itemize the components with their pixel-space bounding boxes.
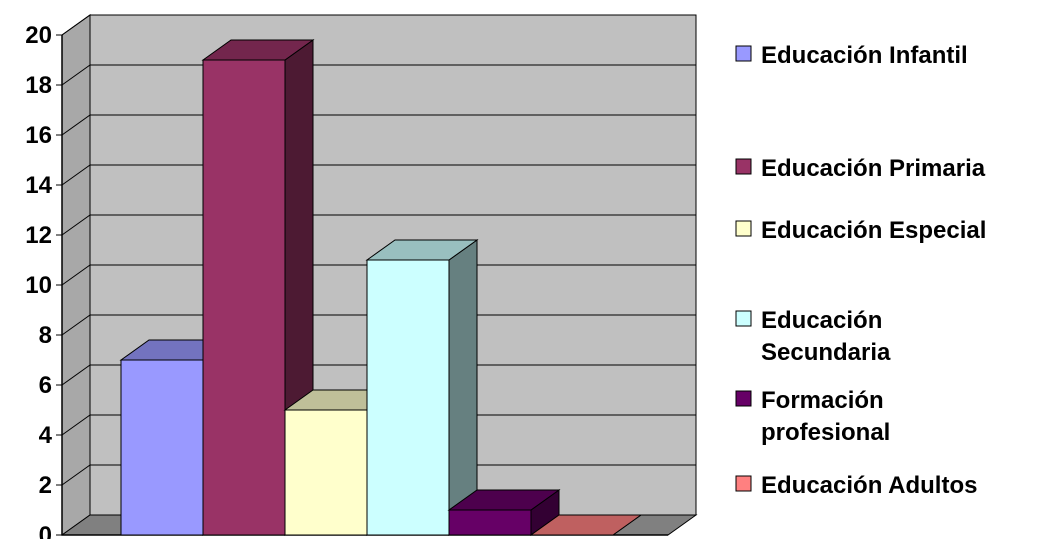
y-tick-label: 6: [39, 372, 52, 399]
y-tick-label: 20: [25, 22, 52, 49]
bar-top: [529, 514, 643, 536]
gridline-side: [61, 214, 91, 236]
bar-top: [201, 39, 315, 61]
legend-swatch: [735, 45, 752, 62]
legend-label: Educación Primaria: [761, 155, 986, 182]
y-tick-label: 8: [39, 322, 52, 349]
gridline-side: [61, 414, 91, 436]
bar-front: [366, 259, 450, 536]
y-tick-label: 14: [25, 172, 52, 199]
legend-label: Formación profesional: [761, 387, 890, 446]
bar: [365, 239, 479, 536]
legend-swatch: [735, 158, 752, 175]
y-tick-label: 2: [39, 472, 52, 499]
gridline-side: [61, 364, 91, 386]
bars: [119, 39, 643, 536]
bar-front: [448, 509, 532, 536]
gridline-side: [61, 314, 91, 336]
legend-label: Educación Especial: [761, 217, 986, 244]
y-tick-label: 18: [25, 72, 52, 99]
bar-side: [448, 239, 478, 536]
gridline-side: [61, 164, 91, 186]
legend-label: Educación Adultos: [761, 472, 977, 499]
bar: [529, 514, 643, 536]
y-tick-label: 4: [39, 422, 53, 449]
y-tick-label: 16: [25, 122, 52, 149]
gridline-side: [61, 14, 91, 36]
bar-front: [202, 59, 286, 536]
legend-label: Educación Infantil: [761, 42, 968, 69]
legend: Educación Infantil Educación Primaria Educ…: [735, 42, 986, 499]
bar: [447, 489, 561, 536]
legend-swatch: [735, 310, 752, 327]
legend-swatch: [735, 390, 752, 407]
y-tick-label: 12: [25, 222, 52, 249]
bar-front: [284, 409, 368, 536]
legend-label: Educación Secundaria: [761, 307, 891, 366]
legend-swatch: [735, 475, 752, 492]
y-tick-label: 0: [39, 522, 52, 539]
bar-front: [120, 359, 204, 536]
gridline-side: [61, 114, 91, 136]
gridline-side: [61, 464, 91, 486]
bar-top: [447, 489, 561, 511]
bar-top: [365, 239, 479, 261]
legend-swatch: [735, 220, 752, 237]
y-axis: 0 2 4 6 8 10 12 14 16 18 20: [25, 22, 668, 539]
y-tick-label: 10: [25, 272, 52, 299]
gridline-side: [61, 64, 91, 86]
gridline-side: [61, 264, 91, 286]
